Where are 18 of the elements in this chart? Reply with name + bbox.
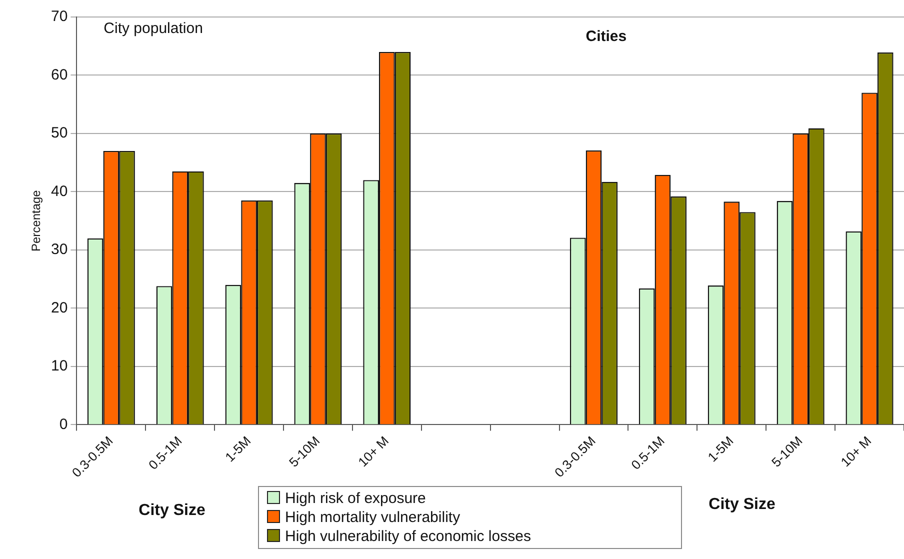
y-tick-label: 70 xyxy=(50,8,68,26)
annotation: Cities xyxy=(586,28,627,45)
y-tick-label: 10 xyxy=(50,358,68,375)
x-tick-label: 10+ M xyxy=(838,433,874,470)
x-axis-title: City Size xyxy=(138,502,206,519)
y-tick-label: 30 xyxy=(50,241,68,258)
annotation: City population xyxy=(104,20,203,37)
legend-label: High mortality vulnerability xyxy=(284,508,462,527)
y-axis-title: Percentage xyxy=(29,190,43,252)
y-tick-label: 0 xyxy=(59,416,68,433)
y-tick-label: 60 xyxy=(50,66,68,84)
y-tick-label: 40 xyxy=(50,182,68,200)
legend-label: High risk of exposure xyxy=(284,489,427,508)
x-tick-label: 10+ M xyxy=(355,433,392,470)
text: City Size xyxy=(708,496,776,513)
legend-label: High vulnerability of economic losses xyxy=(284,527,532,546)
y-tick-label: 50 xyxy=(50,124,68,142)
y-tick-label: 20 xyxy=(50,299,68,316)
